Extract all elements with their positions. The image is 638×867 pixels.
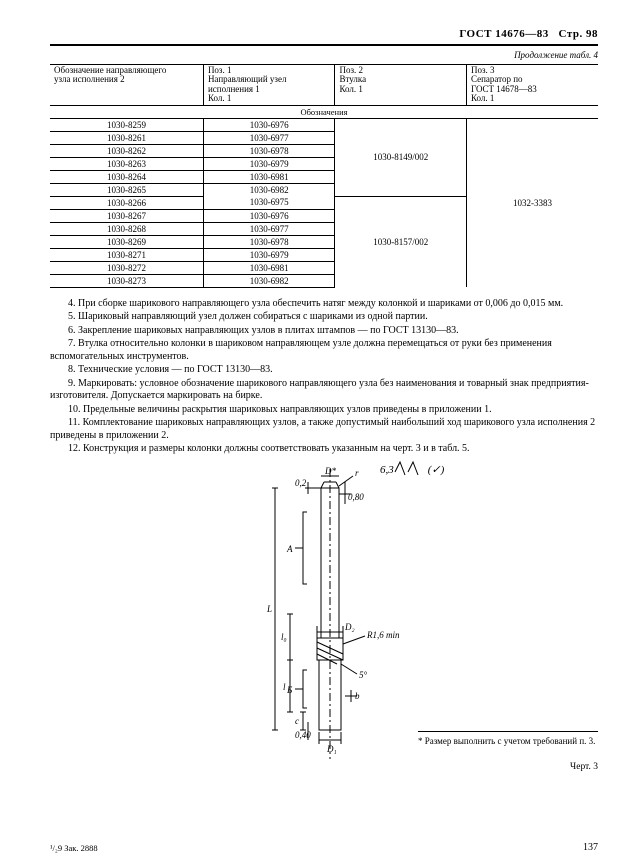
note-12: 12. Конструкция и размеры колонки должны… xyxy=(50,443,598,456)
figure-caption: Черт. 3 xyxy=(570,762,598,772)
print-order: ¹/₂9 Зак. 2888 xyxy=(50,843,98,853)
continuation-label: Продолжение табл. 4 xyxy=(50,50,598,60)
data-table: Обозначение направляющего узла исполнени… xyxy=(50,64,598,288)
svg-text:0,80: 0,80 xyxy=(348,492,364,502)
note-5: 5. Шариковый направляющий узел должен со… xyxy=(50,311,598,324)
svg-text:c: c xyxy=(295,716,299,726)
svg-text:R1,6 min: R1,6 min xyxy=(366,630,400,640)
technical-drawing: D* r 0,80 0,2 A D₂ R1,6 min 5° Б b D₁ 0,… xyxy=(245,464,415,764)
svg-text:l₀: l₀ xyxy=(281,632,287,642)
note-11: 11. Комплектование шариковых направляющи… xyxy=(50,417,598,442)
svg-text:D*: D* xyxy=(324,466,336,476)
note-4: 4. При сборке шарикового направляющего у… xyxy=(50,298,598,311)
note-7: 7. Втулка относительно колонки в шариков… xyxy=(50,338,598,363)
note-10: 10. Предельные величины раскрытия шарико… xyxy=(50,404,598,417)
figure-area: 6,3(✓) xyxy=(50,464,598,784)
note-8: 8. Технические условия — по ГОСТ 13130—8… xyxy=(50,364,598,377)
page-number: 137 xyxy=(583,842,598,853)
header-rule xyxy=(50,44,598,46)
note-9: 9. Маркировать: условное обозначение шар… xyxy=(50,378,598,403)
svg-text:5°: 5° xyxy=(359,670,368,680)
svg-text:r: r xyxy=(355,468,359,478)
svg-text:0,40: 0,40 xyxy=(295,730,311,740)
table-row: 1030-82591030-69761030-8149/0021032-3383 xyxy=(50,118,598,131)
subheader: Обозначения xyxy=(50,105,598,118)
notes-block: 4. При сборке шарикового направляющего у… xyxy=(50,298,598,456)
table-header-row: Обозначение направляющего узла исполнени… xyxy=(50,65,598,106)
figure-footnote: * Размер выполнить с учетом требований п… xyxy=(418,731,598,746)
page-header: ГОСТ 14676—83 Стр. 98 xyxy=(50,28,598,40)
svg-text:0,2: 0,2 xyxy=(295,478,307,488)
svg-text:L: L xyxy=(266,604,272,614)
svg-text:D₁: D₁ xyxy=(326,744,337,754)
col-header-1: Обозначение направляющего узла исполнени… xyxy=(50,65,203,106)
note-6: 6. Закрепление шариковых направляющих уз… xyxy=(50,325,598,338)
std-number: ГОСТ 14676—83 xyxy=(459,28,548,40)
svg-text:b: b xyxy=(355,691,360,701)
svg-text:l: l xyxy=(283,682,286,692)
col-header-3: Поз. 2 Втулка Кол. 1 xyxy=(335,65,467,106)
svg-text:Б: Б xyxy=(286,685,293,695)
col-header-2: Поз. 1 Направляющий узел исполнения 1 Ко… xyxy=(203,65,335,106)
svg-text:A: A xyxy=(286,544,293,554)
col-header-4: Поз. 3 Сепаратор по ГОСТ 14678—83 Кол. 1 xyxy=(466,65,598,106)
page-label: Стр. 98 xyxy=(559,28,598,40)
svg-text:D₂: D₂ xyxy=(344,622,355,632)
subheader-row: Обозначения xyxy=(50,105,598,118)
